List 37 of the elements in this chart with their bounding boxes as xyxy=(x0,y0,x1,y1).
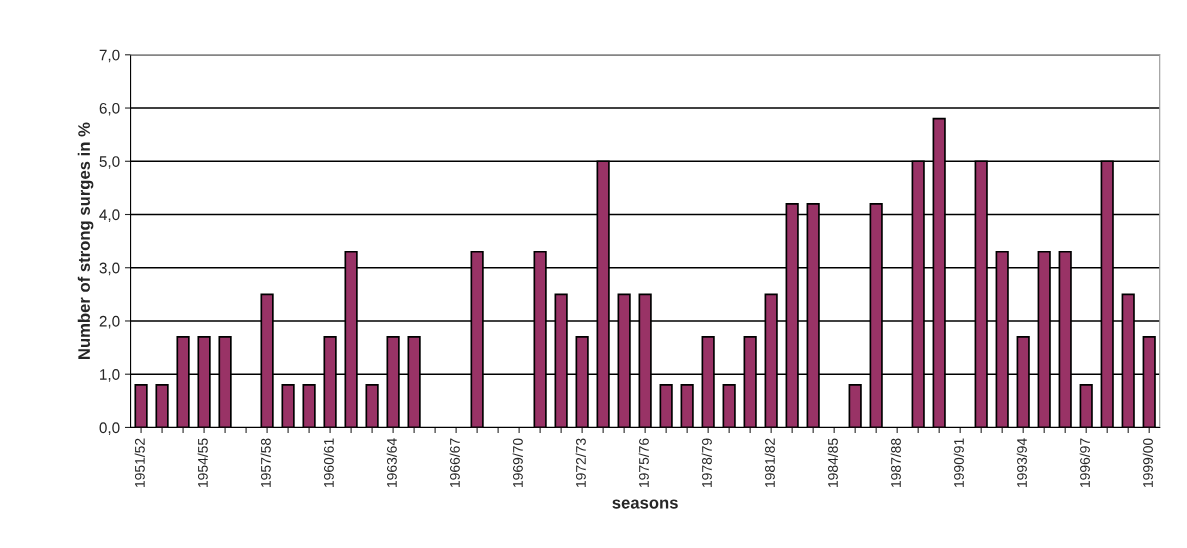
y-tick-label: 7,0 xyxy=(99,49,120,63)
y-tick-label: 6,0 xyxy=(99,102,120,116)
bar xyxy=(1079,384,1093,428)
y-tick-label: 2,0 xyxy=(99,315,120,329)
bar xyxy=(134,384,148,428)
y-tick-label: 0,0 xyxy=(99,422,120,435)
bar xyxy=(365,384,379,428)
bar xyxy=(848,384,862,428)
x-tick-label: 1972/73 xyxy=(575,438,586,487)
x-tick-label: 1978/79 xyxy=(701,438,712,487)
x-tick-label: 1951/52 xyxy=(134,438,145,487)
bar xyxy=(659,384,673,428)
bar xyxy=(155,384,169,428)
x-tick-label: 1960/61 xyxy=(323,438,334,487)
x-tick-label: 1996/97 xyxy=(1079,438,1090,487)
x-tick-label: 1966/67 xyxy=(449,438,460,487)
bar xyxy=(722,384,736,428)
bar xyxy=(302,384,316,428)
x-tick-label: 1981/82 xyxy=(764,438,775,487)
y-tick-label: 4,0 xyxy=(99,209,120,222)
y-axis-title: Number of strong surges in % xyxy=(77,122,94,359)
x-tick-label: 1999/00 xyxy=(1142,438,1153,487)
bar xyxy=(281,384,295,428)
x-tick-label: 1990/91 xyxy=(953,438,964,487)
x-tick-label: 1957/58 xyxy=(260,438,271,487)
x-tick-label: 1969/70 xyxy=(512,438,523,487)
x-axis-title: seasons xyxy=(612,499,678,509)
y-tick-label: 5,0 xyxy=(99,156,120,169)
y-tick-label: 3,0 xyxy=(99,262,120,276)
x-tick-label: 1963/64 xyxy=(386,438,397,487)
x-tick-label: 1987/88 xyxy=(890,438,901,487)
y-tick-label: 1,0 xyxy=(100,369,120,382)
x-tick-label: 1975/76 xyxy=(638,438,649,487)
x-tick-label: 1984/85 xyxy=(827,438,838,487)
bar xyxy=(680,384,694,428)
x-tick-label: 1993/94 xyxy=(1016,438,1027,487)
x-tick-label: 1954/55 xyxy=(197,438,208,487)
